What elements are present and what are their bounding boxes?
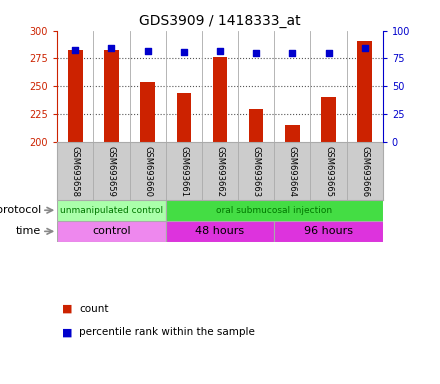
Text: GSM693662: GSM693662	[216, 146, 224, 197]
Text: GSM693661: GSM693661	[180, 146, 188, 197]
Bar	[176, 93, 191, 142]
Point	[144, 48, 151, 54]
Text: GSM693658: GSM693658	[71, 146, 80, 197]
Bar	[68, 50, 83, 142]
Text: control: control	[92, 226, 131, 237]
Bar	[140, 82, 155, 142]
Text: GSM693659: GSM693659	[107, 146, 116, 197]
Text: count: count	[79, 304, 109, 314]
Text: GSM693660: GSM693660	[143, 146, 152, 197]
Bar	[57, 221, 166, 242]
Text: 96 hours: 96 hours	[304, 226, 353, 237]
Point	[325, 50, 332, 56]
Bar	[166, 200, 383, 221]
Bar	[249, 109, 264, 142]
Text: 48 hours: 48 hours	[195, 226, 245, 237]
Text: ■: ■	[62, 327, 72, 337]
Bar	[285, 125, 300, 142]
Text: percentile rank within the sample: percentile rank within the sample	[79, 327, 255, 337]
Point	[216, 48, 224, 54]
Text: GSM693666: GSM693666	[360, 146, 369, 197]
Point	[253, 50, 260, 56]
Bar	[357, 41, 372, 142]
Title: GDS3909 / 1418333_at: GDS3909 / 1418333_at	[139, 14, 301, 28]
Bar	[104, 50, 119, 142]
Bar	[213, 57, 227, 142]
Point	[72, 46, 79, 53]
Point	[180, 49, 187, 55]
Text: protocol: protocol	[0, 205, 41, 215]
Point	[289, 50, 296, 56]
Text: GSM693663: GSM693663	[252, 146, 260, 197]
Text: unmanipulated control: unmanipulated control	[60, 206, 163, 215]
Bar	[166, 221, 274, 242]
Text: GSM693665: GSM693665	[324, 146, 333, 197]
Text: oral submucosal injection: oral submucosal injection	[216, 206, 332, 215]
Bar	[57, 200, 166, 221]
Bar	[321, 97, 336, 142]
Text: ■: ■	[62, 304, 72, 314]
Point	[108, 45, 115, 51]
Bar	[274, 221, 383, 242]
Text: time: time	[16, 226, 41, 237]
Text: GSM693664: GSM693664	[288, 146, 297, 197]
Point	[361, 45, 368, 51]
